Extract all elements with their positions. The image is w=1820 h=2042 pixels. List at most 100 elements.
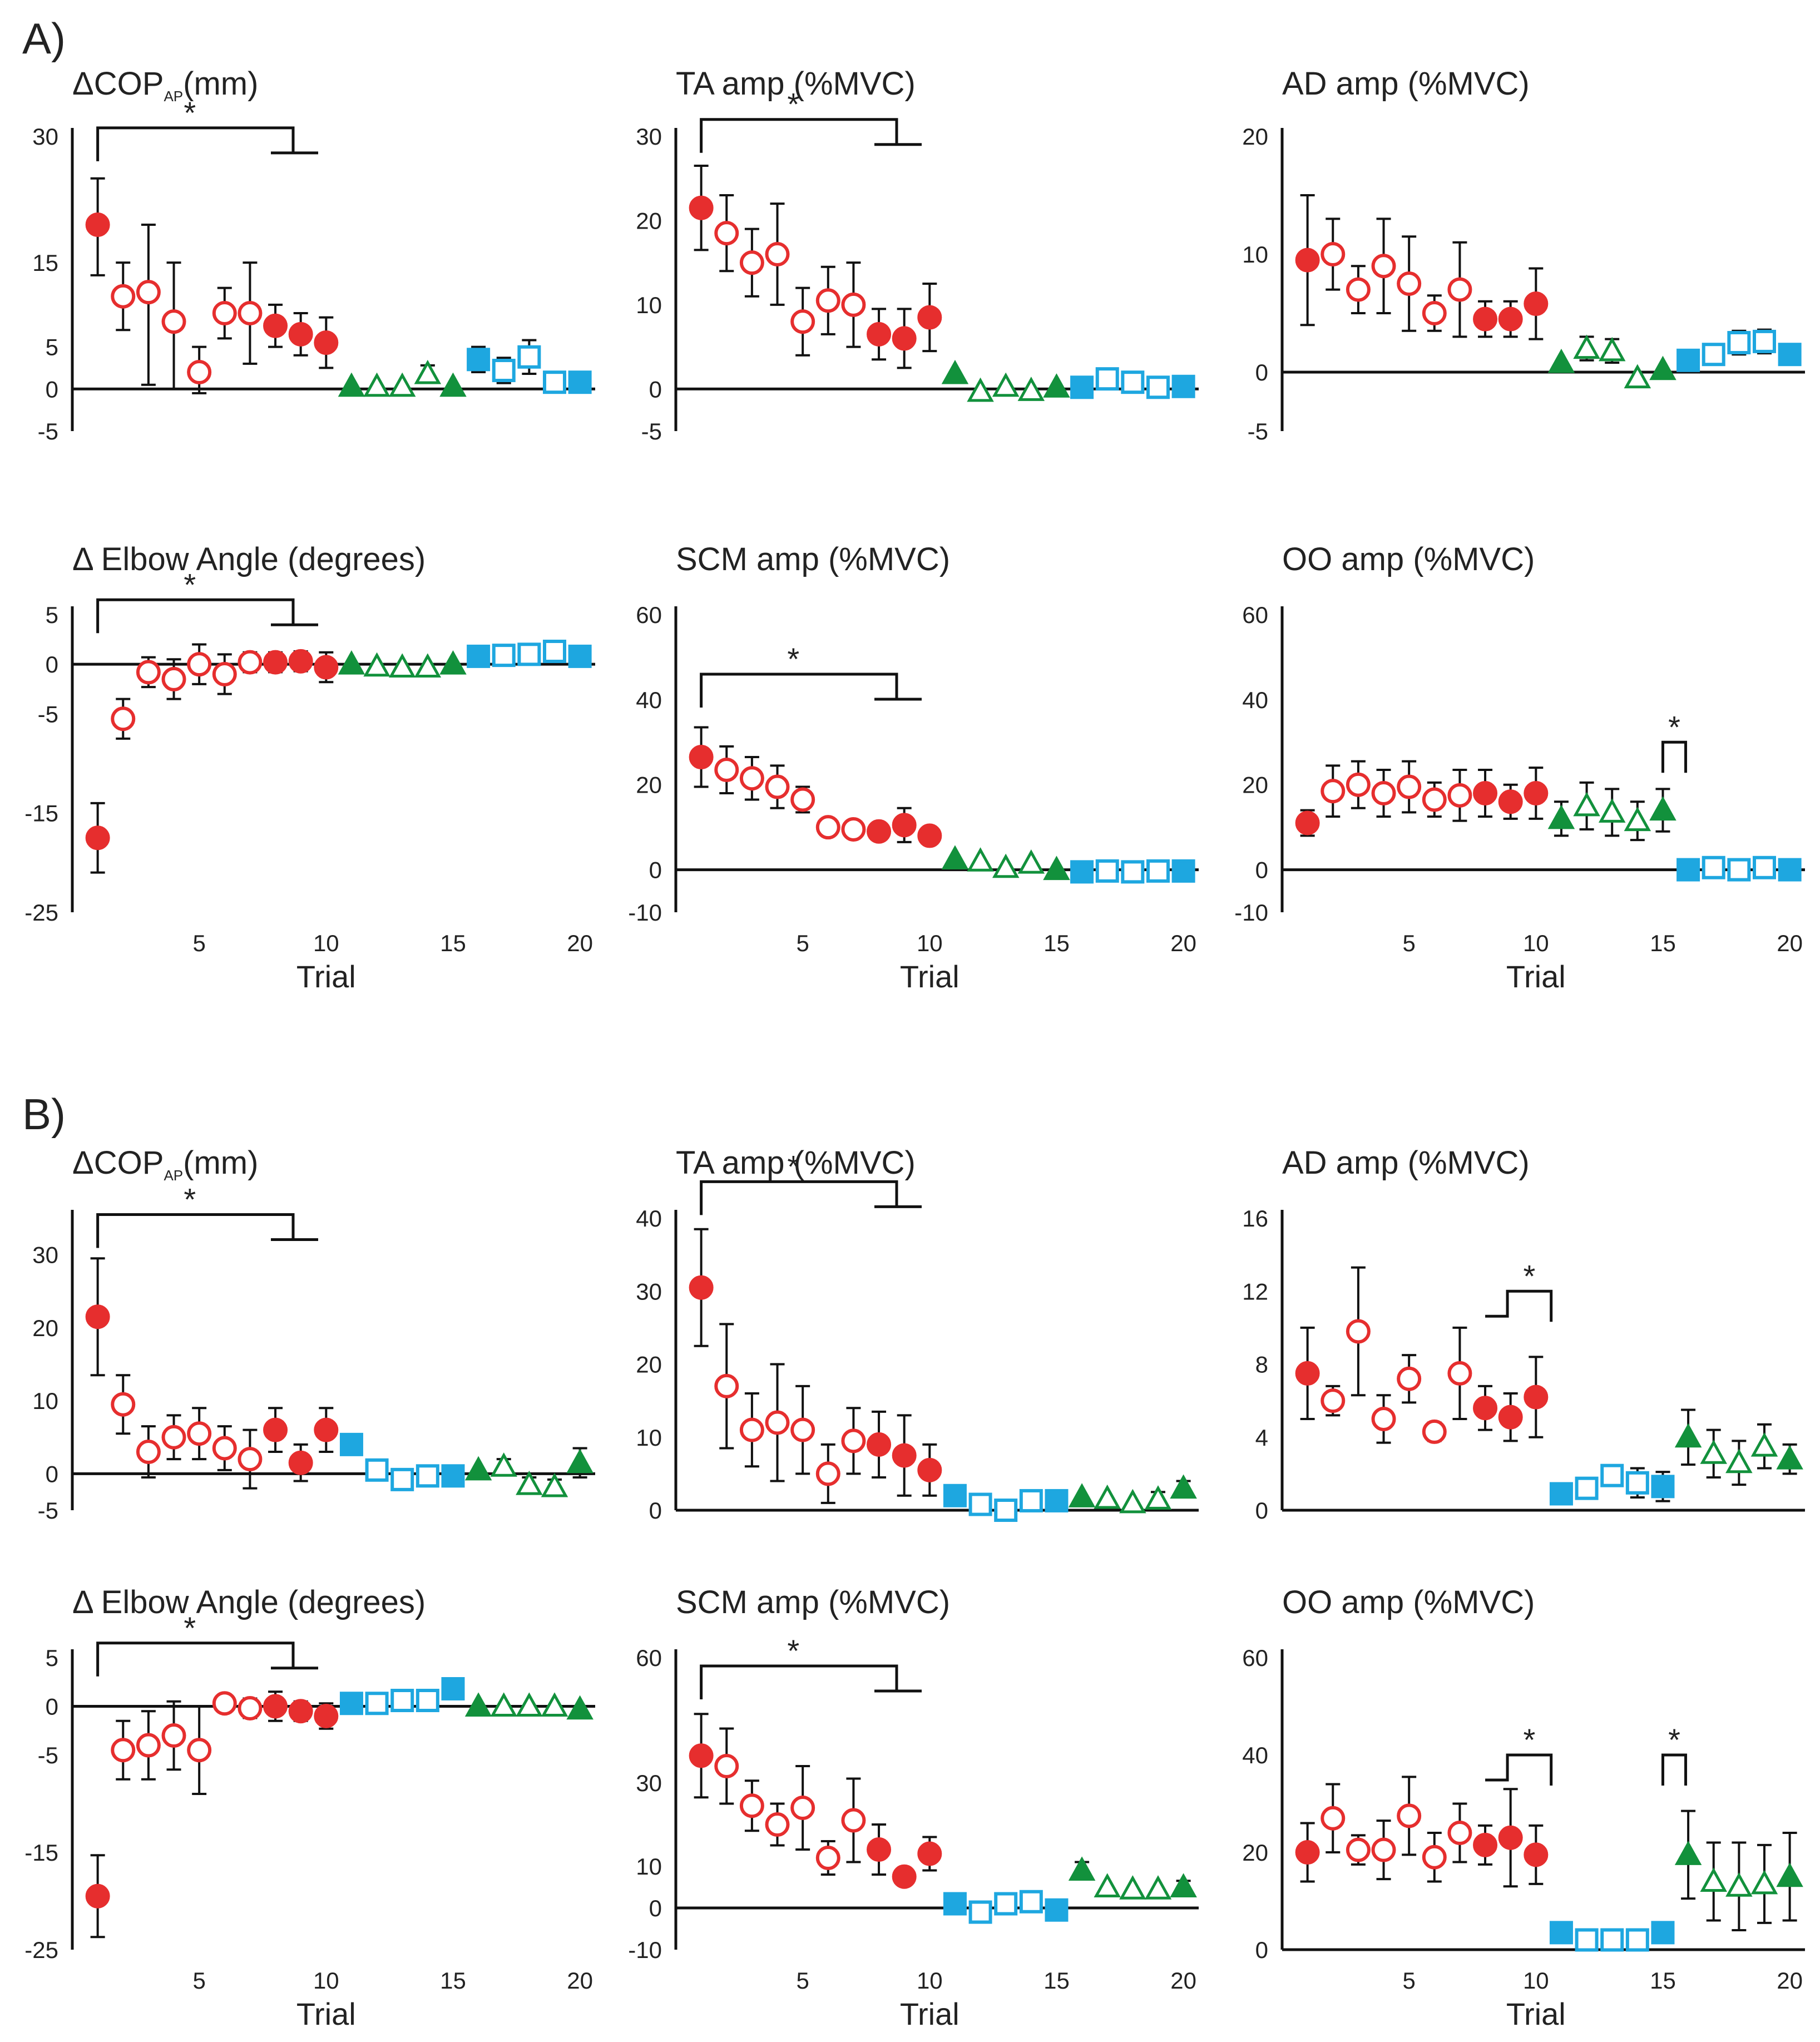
data-point-square: [1702, 856, 1725, 879]
data-point-circle: [1397, 1803, 1422, 1828]
data-point-circle: [136, 1440, 161, 1464]
y-tick-label: 20: [1242, 123, 1268, 150]
data-point-circle: [1321, 1388, 1346, 1413]
data-point-circle: [1397, 271, 1422, 296]
data-point-triangle: [1017, 377, 1045, 401]
data-point-circle: [187, 1421, 212, 1446]
data-point-circle: [1295, 810, 1320, 835]
chart-title-main: ΔCOP: [72, 1145, 164, 1181]
data-point-circle: [314, 330, 339, 355]
data-point-triangle: [992, 372, 1020, 397]
data-point-square: [416, 1689, 439, 1712]
significance-star: *: [184, 1181, 196, 1217]
y-tick-label: 4: [1255, 1425, 1268, 1451]
data-point-circle: [111, 706, 136, 731]
data-point-square: [1070, 860, 1094, 884]
chart-title-unit: (mm): [183, 66, 258, 102]
data-point-square: [1702, 343, 1725, 367]
data-point-triangle: [414, 653, 442, 678]
data-point-circle: [1346, 1837, 1371, 1862]
data-point-square: [943, 1484, 967, 1507]
x-tick-label: 10: [917, 1967, 943, 1994]
chart-1: ΔCOPAP(mm) 30 15 5 0 -5 *: [32, 66, 595, 444]
data-point-triangle: [490, 1692, 517, 1717]
data-point-circle: [263, 1694, 288, 1719]
significance-star: *: [787, 641, 799, 676]
data-point-circle: [739, 1793, 764, 1818]
y-tick-label: 40: [636, 1205, 662, 1232]
chart-11: SCM amp (%MVC) 60 30 10 0 -10 5 10 15 20 Trial *: [628, 1584, 1199, 2031]
data-point-triangle: [1674, 1841, 1702, 1865]
chart-6: OO amp (%MVC) 60 40 20 0 -10 5 10 15 20 Trial *: [1234, 541, 1805, 994]
chart-title: OO amp (%MVC): [1282, 541, 1535, 577]
y-tick-label: 0: [46, 651, 58, 678]
data-point-square: [1651, 1475, 1675, 1499]
data-point-triangle: [1043, 373, 1070, 398]
y-tick-label: 5: [46, 334, 58, 360]
data-point-square: [1778, 858, 1802, 882]
data-point-square: [441, 1677, 465, 1700]
x-tick-label: 10: [917, 930, 943, 956]
data-point-square: [1778, 343, 1802, 367]
data-point-triangle: [541, 1472, 568, 1497]
y-tick-label: -25: [24, 899, 58, 926]
significance-star: *: [787, 87, 799, 122]
data-point-square: [1549, 1921, 1573, 1945]
data-point-square: [542, 370, 566, 394]
x-tick-label: 10: [313, 930, 339, 956]
data-point-triangle: [1776, 1862, 1803, 1887]
chart-title: ΔCOPAP(mm): [72, 1145, 258, 1184]
data-point-square: [1121, 860, 1145, 884]
significance-bracket: [1661, 740, 1688, 773]
data-point-circle: [1422, 1845, 1447, 1870]
data-point-circle: [867, 819, 892, 844]
x-tick-label: 15: [440, 1967, 466, 1994]
data-point-circle: [212, 1436, 237, 1461]
y-tick-label: 0: [46, 1694, 58, 1720]
significance-bracket: [700, 1664, 898, 1699]
data-point-circle: [1473, 781, 1498, 805]
data-point-square: [1045, 1898, 1069, 1922]
data-point-circle: [1473, 1832, 1498, 1857]
y-tick-label: 60: [636, 602, 662, 628]
data-point-triangle: [1750, 1870, 1778, 1895]
data-point-triangle: [1725, 1448, 1753, 1474]
data-point-circle: [187, 652, 212, 677]
data-point-circle: [161, 309, 186, 334]
data-point-circle: [790, 1417, 815, 1442]
data-point-triangle: [1624, 364, 1651, 389]
chart-title: SCM amp (%MVC): [676, 541, 950, 577]
x-axis-label: Trial: [900, 1996, 960, 2031]
x-tick-label: 20: [1777, 1967, 1803, 1994]
y-tick-label: 20: [1242, 1840, 1268, 1866]
data-point-square: [968, 1492, 992, 1516]
data-point-triangle: [1547, 804, 1575, 829]
x-tick-label: 5: [1402, 930, 1415, 956]
data-point-square: [1651, 1921, 1675, 1945]
x-axis-label: Trial: [900, 959, 960, 994]
panel-label-b: B): [22, 1090, 66, 1139]
data-point-circle: [867, 1837, 892, 1862]
significance-bracket: [96, 126, 295, 161]
y-tick-label: 10: [1242, 241, 1268, 268]
data-point-square: [1045, 1489, 1069, 1512]
data-point-square: [339, 1432, 363, 1456]
x-tick-label: 15: [1650, 1967, 1676, 1994]
y-tick-label: 40: [1242, 687, 1268, 713]
significance-bracket: [700, 673, 898, 708]
chart-title: Δ Elbow Angle (degrees): [72, 541, 426, 577]
data-point-circle: [765, 1812, 790, 1837]
data-point-circle: [1524, 1385, 1549, 1410]
x-tick-label: 5: [192, 930, 205, 956]
chart-title-unit: (mm): [183, 1145, 258, 1181]
data-point-circle: [714, 757, 739, 782]
y-tick-label: -10: [628, 899, 662, 926]
y-tick-label: 0: [46, 376, 58, 402]
y-tick-label: 0: [46, 1461, 58, 1487]
data-point-circle: [1295, 1361, 1320, 1386]
data-point-square: [390, 1689, 414, 1712]
data-point-square: [1752, 329, 1776, 353]
data-point-circle: [815, 288, 840, 313]
data-point-circle: [263, 313, 288, 338]
significance-star-second: *: [1668, 1722, 1680, 1757]
